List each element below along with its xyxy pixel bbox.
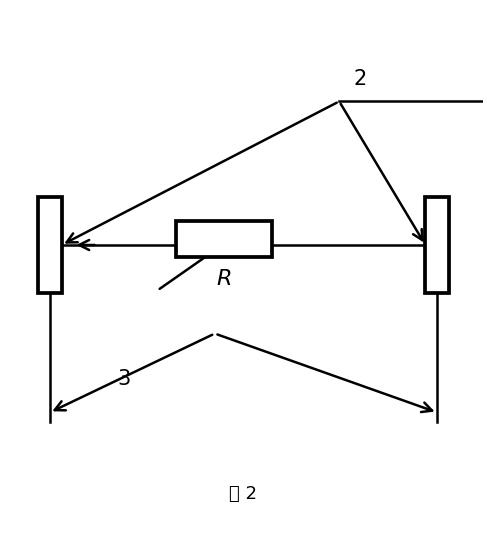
Text: 2: 2 — [354, 70, 367, 90]
Text: 3: 3 — [117, 369, 131, 389]
Bar — [176, 221, 272, 257]
Text: R: R — [217, 269, 232, 289]
Bar — [37, 197, 62, 293]
Text: 图 2: 图 2 — [229, 485, 258, 503]
Bar — [425, 197, 450, 293]
